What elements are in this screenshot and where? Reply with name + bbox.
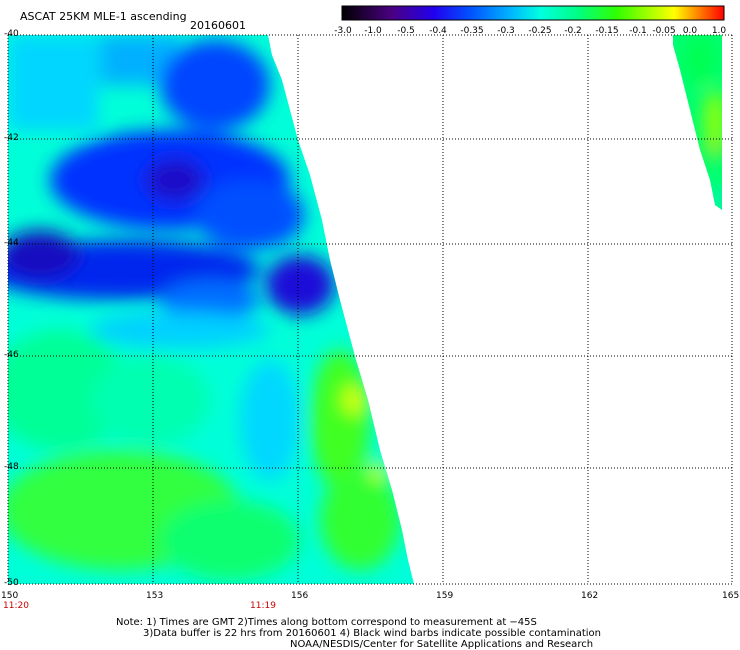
map-date: 20160601: [190, 19, 246, 32]
lat-label: -40: [4, 29, 19, 39]
lon-label: 165: [722, 591, 740, 601]
lat-label: -50: [4, 578, 19, 588]
colorbar-label: -0.35: [460, 26, 484, 36]
colorbar-label: -0.3: [497, 26, 515, 36]
wind-data-swath: [8, 35, 414, 584]
lat-label: -44: [4, 238, 19, 248]
colorbar-label: -3.0: [334, 26, 352, 36]
colorbar-label: -0.5: [397, 26, 415, 36]
colorbar-label: -0.15: [595, 26, 619, 36]
colorbar-label: -0.1: [629, 26, 647, 36]
footnote-line-2: 3)Data buffer is 22 hrs from 20160601 4)…: [143, 628, 601, 639]
colorbar-label: -0.2: [564, 26, 582, 36]
time-label: 11:20: [3, 601, 29, 611]
lat-label: -42: [4, 133, 19, 143]
time-label: 11:19: [250, 601, 276, 611]
colorbar-label: 1.0: [711, 26, 727, 36]
lat-label: -46: [4, 350, 19, 360]
lon-label: 162: [581, 591, 599, 601]
map-grid: [7, 34, 733, 585]
lon-label: 156: [291, 591, 309, 601]
footnote-line-1: Note: 1) Times are GMT 2)Times along bot…: [116, 617, 537, 628]
footnote-line-3: NOAA/NESDIS/Center for Satellite Applica…: [290, 639, 594, 650]
wind-data-swath-east: [673, 35, 722, 210]
lon-label: 150: [1, 591, 19, 601]
lat-label: -48: [4, 462, 19, 472]
colorbar-label: -0.05: [652, 26, 676, 36]
lon-label: 159: [436, 591, 454, 601]
colorbar-label: -1.0: [364, 26, 382, 36]
colorbar-label: -0.25: [528, 26, 552, 36]
map-title: ASCAT 25KM MLE-1 ascending: [20, 10, 187, 23]
colorbar-label: 0.0: [682, 26, 698, 36]
colorbar-label: -0.4: [429, 26, 447, 36]
lon-label: 153: [146, 591, 164, 601]
colorbar: [341, 5, 725, 21]
